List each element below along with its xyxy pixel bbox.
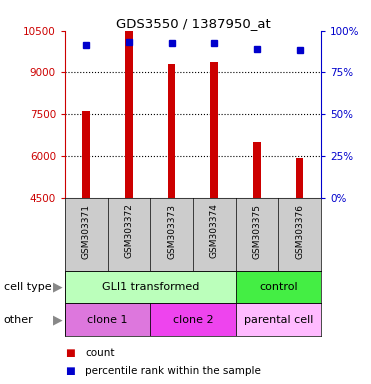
Text: GSM303375: GSM303375 xyxy=(252,204,262,258)
Text: ▶: ▶ xyxy=(53,281,62,293)
Text: cell type: cell type xyxy=(4,282,51,292)
Bar xyxy=(253,142,261,198)
Text: ■: ■ xyxy=(65,366,75,376)
Text: GSM303372: GSM303372 xyxy=(124,204,134,258)
Bar xyxy=(65,271,236,303)
Text: other: other xyxy=(4,314,33,325)
Bar xyxy=(210,62,218,198)
Text: GLI1 transformed: GLI1 transformed xyxy=(102,282,199,292)
Text: parental cell: parental cell xyxy=(244,314,313,325)
Bar xyxy=(236,303,321,336)
Title: GDS3550 / 1387950_at: GDS3550 / 1387950_at xyxy=(115,17,270,30)
Text: clone 1: clone 1 xyxy=(87,314,128,325)
Text: GSM303374: GSM303374 xyxy=(210,204,219,258)
Bar xyxy=(82,111,90,198)
Text: percentile rank within the sample: percentile rank within the sample xyxy=(85,366,261,376)
Bar xyxy=(168,64,175,198)
Text: clone 2: clone 2 xyxy=(173,314,213,325)
Text: GSM303371: GSM303371 xyxy=(82,204,91,258)
Text: GSM303373: GSM303373 xyxy=(167,204,176,258)
Text: GSM303376: GSM303376 xyxy=(295,204,304,258)
Text: count: count xyxy=(85,348,115,358)
Text: ■: ■ xyxy=(65,348,75,358)
Bar xyxy=(296,158,303,198)
Bar xyxy=(150,303,236,336)
Bar xyxy=(236,271,321,303)
Text: control: control xyxy=(259,282,298,292)
Text: ▶: ▶ xyxy=(53,313,62,326)
Bar xyxy=(125,31,133,198)
Bar xyxy=(65,303,150,336)
